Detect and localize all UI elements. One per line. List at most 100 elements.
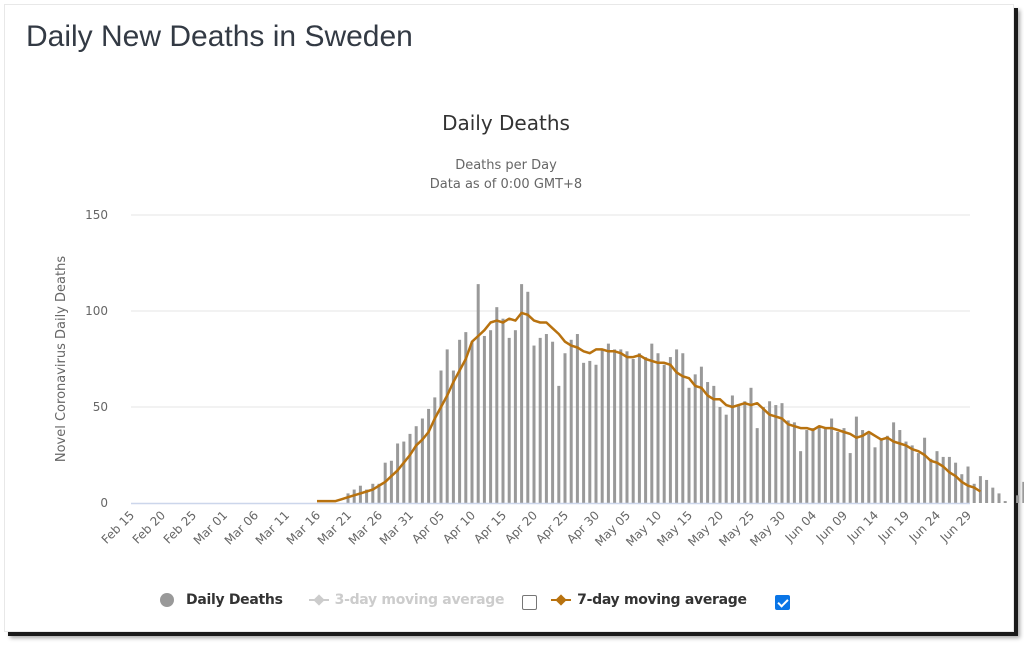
bar: [761, 407, 765, 503]
x-tick-label: Apr 25: [533, 508, 571, 546]
circle-icon: [160, 593, 174, 607]
legend-item-daily-deaths[interactable]: Daily Deaths: [160, 592, 283, 608]
bar: [712, 385, 716, 503]
bar: [836, 431, 840, 503]
bar: [656, 353, 660, 503]
y-axis-ticks: 0 50 100 150: [85, 208, 108, 510]
bar: [867, 433, 871, 503]
bar: [495, 307, 499, 503]
bar: [730, 395, 734, 503]
x-tick-label: Feb 15: [99, 508, 137, 546]
legend-item-3-day-average[interactable]: 3-day moving average: [308, 592, 504, 608]
bar: [786, 420, 790, 503]
bar: [873, 447, 877, 503]
bar: [532, 345, 536, 503]
bar: [792, 422, 796, 503]
bar: [600, 349, 604, 503]
bar: [954, 462, 958, 503]
bar: [885, 435, 889, 503]
bar: [892, 422, 896, 503]
x-tick-label: Mar 01: [191, 508, 230, 547]
bar: [538, 337, 542, 503]
bar: [402, 441, 406, 503]
chart-subtitle-2: Data as of 0:00 GMT+8: [430, 177, 582, 192]
bar: [606, 343, 610, 503]
bar: [687, 387, 691, 503]
bar: [594, 364, 598, 503]
bar: [898, 430, 902, 503]
bar: [693, 374, 697, 503]
7-day-average-checkbox[interactable]: [774, 594, 790, 610]
bar: [389, 460, 393, 503]
chart-legend: Daily Deaths 3-day moving average 7-day …: [160, 588, 804, 612]
legend-label-daily-deaths: Daily Deaths: [186, 592, 283, 608]
bar: [420, 418, 424, 503]
x-tick-label: Jun 29: [937, 508, 974, 545]
bar: [1003, 501, 1007, 503]
bar: [854, 416, 858, 503]
bar: [625, 351, 629, 503]
x-tick-label: Feb 20: [130, 508, 168, 546]
bar: [768, 401, 772, 503]
bar: [1022, 481, 1024, 503]
x-tick-label: Apr 05: [409, 508, 447, 546]
bar: [619, 349, 623, 503]
bar: [916, 453, 920, 503]
bar: [563, 353, 567, 503]
bar: [817, 426, 821, 503]
bar: [755, 428, 759, 503]
bar: [396, 443, 400, 503]
bar: [501, 318, 505, 503]
bar: [588, 360, 592, 503]
bar: [991, 487, 995, 503]
bar: [458, 339, 462, 503]
bar: [557, 385, 561, 503]
bar: [445, 349, 449, 503]
bar: [737, 405, 741, 503]
bar: [749, 387, 753, 503]
bar: [823, 428, 827, 503]
x-tick-label: Apr 20: [502, 508, 540, 546]
bar: [706, 382, 710, 503]
bar: [960, 474, 964, 503]
y-tick-label: 150: [85, 208, 108, 222]
bar: [774, 405, 778, 503]
bar: [923, 437, 927, 503]
bar: [631, 359, 635, 503]
bar: [569, 339, 573, 503]
x-tick-label: Mar 21: [315, 508, 354, 547]
bar: [408, 433, 412, 503]
bar: [935, 451, 939, 503]
bar: [879, 439, 883, 503]
3-day-average-checkbox[interactable]: [522, 594, 538, 610]
chart-title: Daily Deaths: [442, 111, 570, 135]
bar: [985, 479, 989, 503]
bar: [910, 445, 914, 503]
bar: [947, 456, 951, 503]
legend-item-7-day-average[interactable]: 7-day moving average: [551, 592, 747, 608]
bar: [476, 284, 480, 503]
x-tick-label: Jun 19: [875, 508, 912, 545]
bar: [668, 357, 672, 503]
y-tick-label: 0: [100, 496, 108, 510]
bar: [489, 330, 493, 503]
page-title: Daily New Deaths in Sweden: [26, 20, 413, 53]
x-tick-label: Apr 10: [440, 508, 478, 546]
x-tick-label: Mar 11: [253, 508, 292, 547]
seven-day-average-path: [317, 311, 982, 503]
bar: [997, 493, 1001, 503]
bar: [551, 341, 555, 503]
x-tick-label: Jun 14: [844, 508, 881, 545]
y-tick-label: 100: [85, 304, 108, 318]
bar: [544, 334, 548, 503]
legend-label-7-day-average: 7-day moving average: [577, 592, 747, 608]
bar: [941, 456, 945, 503]
bar: [470, 341, 474, 503]
line-marker-icon: [308, 593, 329, 607]
bar: [675, 349, 679, 503]
bar: [507, 337, 511, 503]
line-marker-icon: [551, 593, 572, 607]
seven-day-average-line: [317, 311, 982, 503]
bar: [848, 453, 852, 503]
